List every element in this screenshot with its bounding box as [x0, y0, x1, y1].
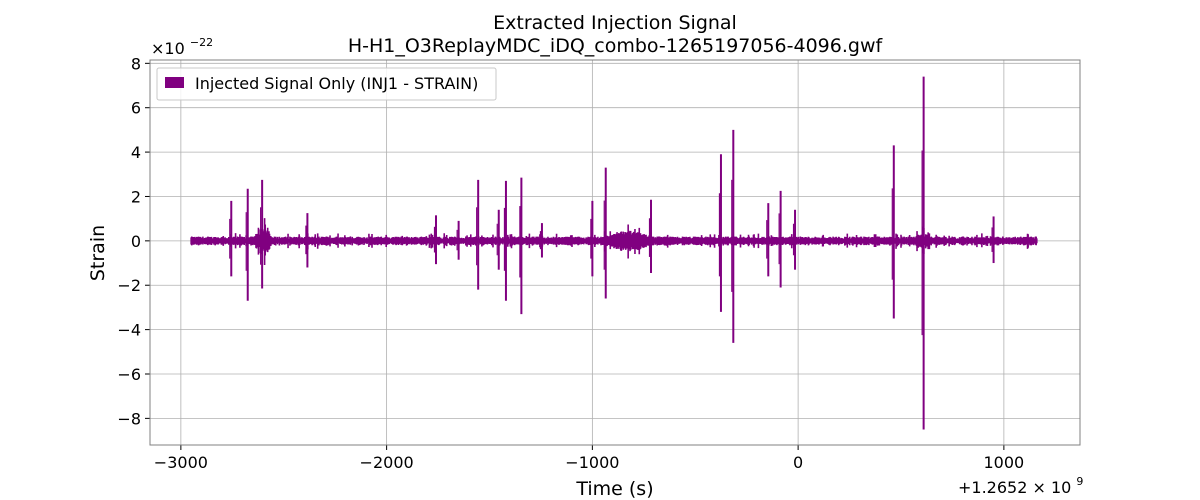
y-multiplier-base: ×10	[151, 39, 185, 58]
y-multiplier-exponent: −22	[190, 36, 213, 49]
x-tick-label: 1000	[984, 453, 1025, 472]
series-layer	[190, 76, 1038, 430]
x-tick-label: −1000	[565, 453, 619, 472]
x-axis-label: Time (s)	[575, 478, 653, 500]
plot-frame	[149, 59, 1081, 446]
chart-title: Extracted Injection Signal	[493, 12, 737, 34]
legend: Injected Signal Only (INJ1 - STRAIN)	[156, 67, 497, 101]
y-axis-multiplier: ×10 −22	[151, 36, 213, 58]
x-offset-exponent: 9	[1076, 475, 1083, 488]
y-tick-label: −8	[117, 409, 141, 428]
plot-area	[150, 60, 1080, 445]
y-tick-label: 8	[131, 54, 141, 73]
y-tick-label: −4	[117, 321, 141, 340]
y-tick-label: 4	[131, 143, 141, 162]
y-tick-label: 2	[131, 187, 141, 206]
x-tick-label: −2000	[360, 453, 414, 472]
x-tick-label: 0	[793, 453, 803, 472]
y-tick-label: 0	[131, 232, 141, 251]
x-tick-label: −3000	[154, 453, 208, 472]
y-tick-label: −2	[117, 276, 141, 295]
y-tick-label: −6	[117, 365, 141, 384]
legend-label: Injected Signal Only (INJ1 - STRAIN)	[195, 74, 478, 93]
ticks	[145, 62, 1005, 450]
legend-swatch	[165, 77, 184, 88]
legend-box	[156, 67, 497, 101]
y-tick-label: 6	[131, 99, 141, 118]
tick-labels: −3000 −2000 −1000 0 1000 −8 −6 −4 −2 0 2 4 6 8	[117, 54, 1024, 472]
x-offset-base: +1.2652 × 10	[958, 478, 1071, 497]
chart-subtitle: H-H1_O3ReplayMDC_iDQ_combo-1265197056-40…	[348, 35, 884, 57]
y-axis-label: Strain	[87, 225, 109, 281]
x-axis-offset: +1.2652 × 10 9	[958, 475, 1083, 497]
